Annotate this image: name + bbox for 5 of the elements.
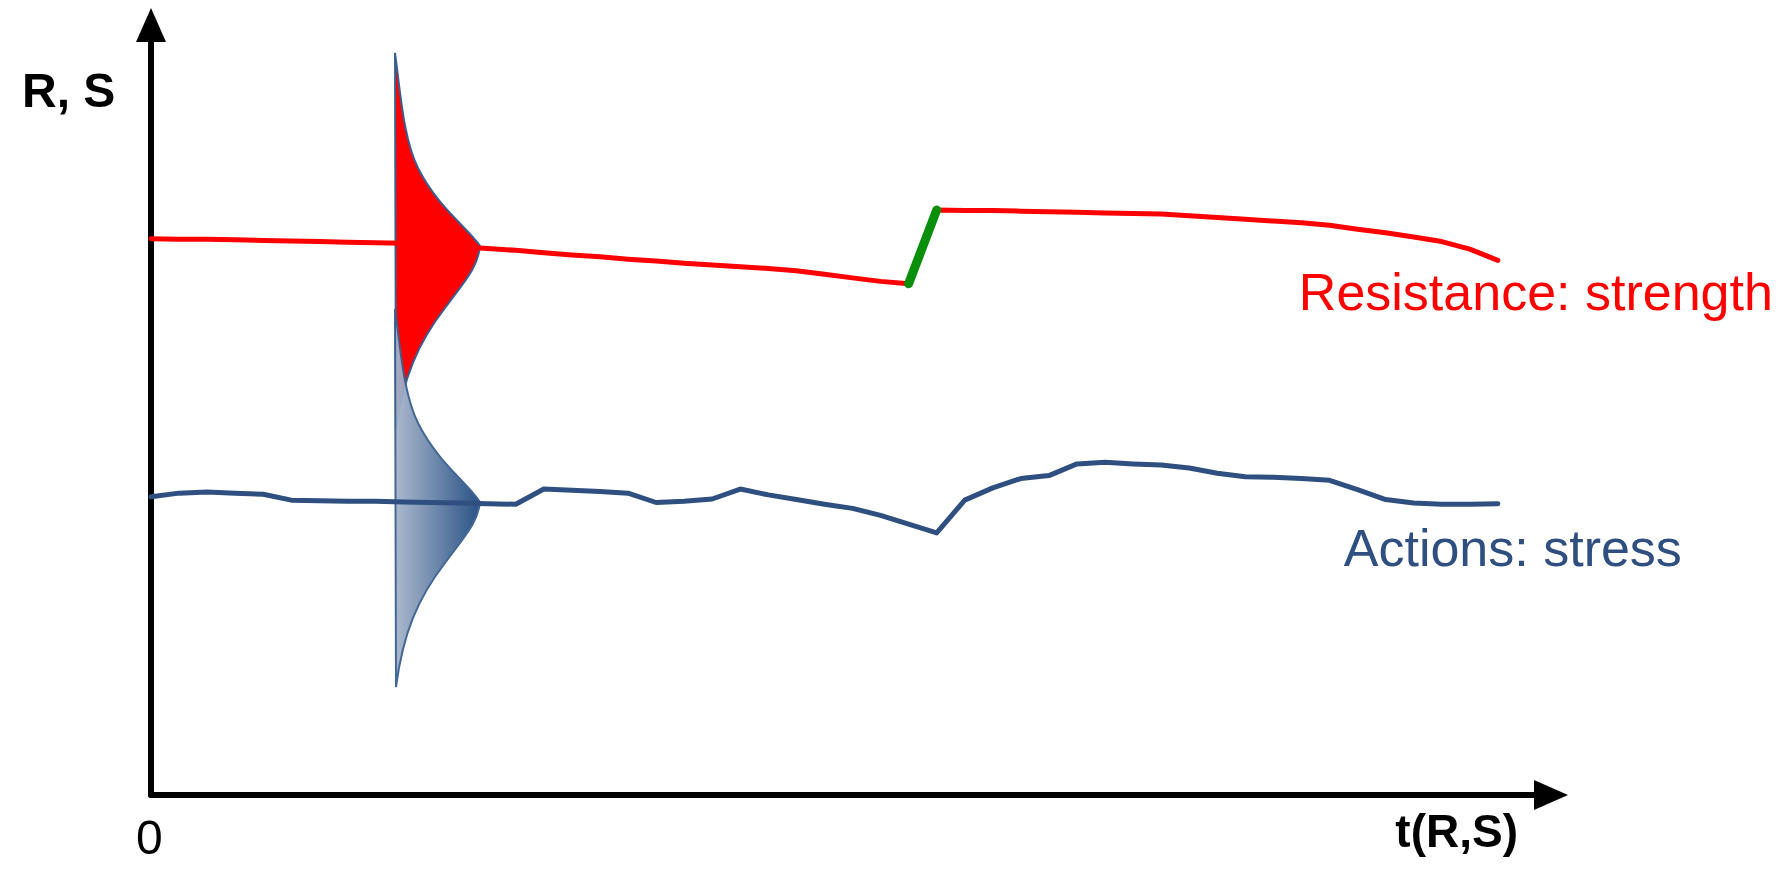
series-label: Actions: stress [1343, 518, 1682, 577]
series-label: Resistance: strength [1298, 263, 1773, 322]
x-axis-title: t(R,S) [1395, 805, 1518, 857]
y-axis-title: R, S [22, 63, 116, 117]
text: 0 [136, 810, 163, 864]
